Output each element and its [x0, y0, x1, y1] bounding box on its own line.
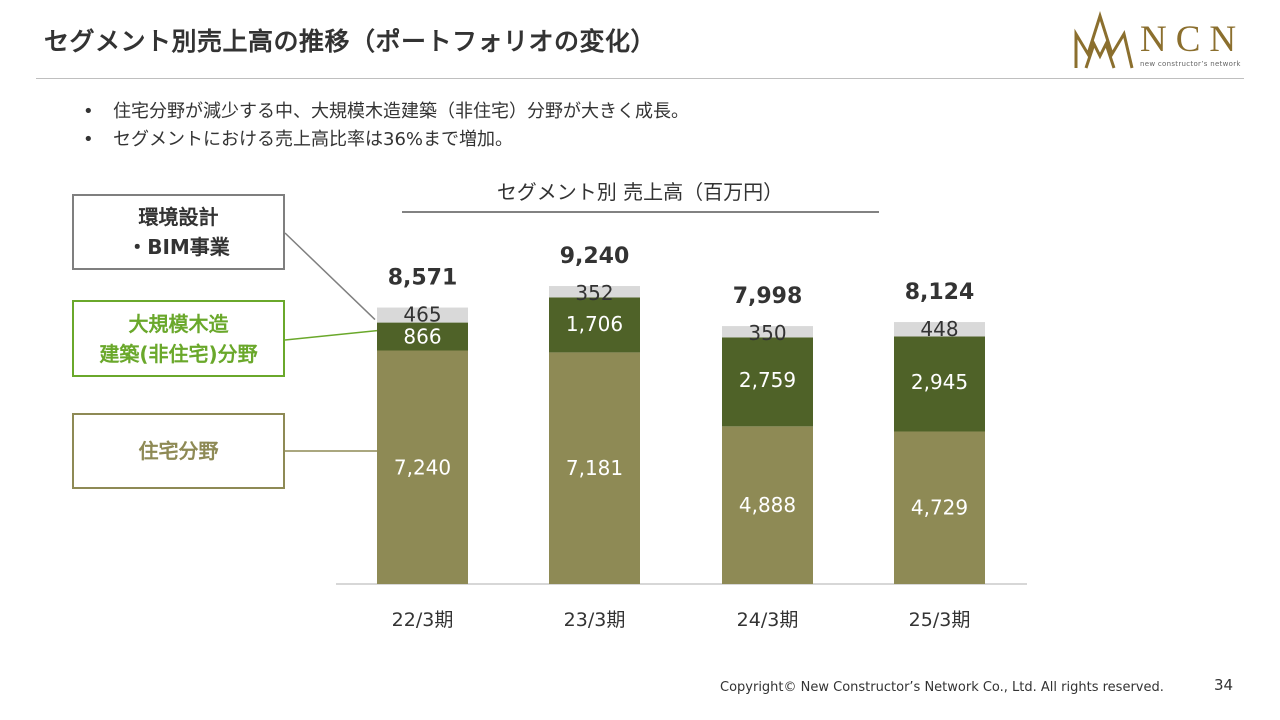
legend-box-wood: 大規模木造 建築(非住宅)分野	[72, 300, 285, 377]
x-tick-label: 25/3期	[909, 609, 971, 631]
bar-segment-residential	[377, 350, 468, 584]
bar-segment-residential	[894, 431, 985, 584]
company-logo: NCN new constructor’s network	[1072, 10, 1250, 72]
bar-segment-bim	[549, 286, 640, 298]
connector-bim	[284, 232, 376, 321]
bar-segment-wood	[549, 297, 640, 353]
data-label-bim: 448	[920, 317, 958, 341]
chart-title: セグメント別 売上高（百万円）	[497, 180, 783, 204]
copyright-footer: Copyright© New Constructor’s Network Co.…	[720, 680, 1164, 695]
legend-box-bim: 環境設計 ・BIM事業	[72, 194, 285, 270]
title-divider	[36, 78, 1244, 79]
data-label-bim: 350	[748, 321, 786, 345]
bar-segment-bim	[722, 326, 813, 338]
x-tick-label: 22/3期	[392, 609, 454, 631]
legend-label-bim: 環境設計 ・BIM事業	[127, 205, 230, 259]
x-tick-label: 23/3期	[564, 609, 626, 631]
data-label-residential: 4,729	[911, 496, 968, 520]
bar-segment-bim	[894, 322, 985, 337]
bar-segment-residential	[549, 352, 640, 584]
connector-wood	[284, 329, 378, 341]
data-label-bim: 352	[575, 281, 613, 305]
data-label-residential: 7,181	[566, 456, 623, 480]
data-label-wood: 866	[403, 325, 441, 349]
data-label-wood: 2,945	[911, 370, 968, 394]
data-label-wood: 1,706	[566, 312, 623, 336]
logo-subtext: new constructor’s network	[1140, 60, 1241, 68]
total-label: 9,240	[560, 244, 630, 269]
logo-mark-icon	[1074, 11, 1134, 69]
legend-box-residential: 住宅分野	[72, 413, 285, 489]
bar-segment-wood	[722, 337, 813, 427]
x-tick-label: 24/3期	[737, 609, 799, 631]
total-label: 7,998	[733, 284, 803, 309]
bar-segment-residential	[722, 426, 813, 584]
page-title: セグメント別売上高の推移（ポートフォリオの変化）	[44, 27, 657, 56]
bar-segment-wood	[377, 322, 468, 351]
bullet-item: セグメントにおける売上高比率は36%まで増加。	[80, 126, 689, 154]
bar-segment-wood	[894, 336, 985, 432]
summary-bullets: 住宅分野が減少する中、大規模木造建築（非住宅）分野が大きく成長。 セグメントにお…	[80, 98, 689, 154]
data-label-wood: 2,759	[739, 368, 796, 392]
bar-segment-bim	[377, 307, 468, 323]
page-number: 34	[1214, 676, 1234, 694]
total-label: 8,571	[388, 266, 458, 291]
data-label-residential: 7,240	[394, 455, 451, 479]
bullet-item: 住宅分野が減少する中、大規模木造建築（非住宅）分野が大きく成長。	[80, 98, 689, 126]
legend-label-residential: 住宅分野	[138, 439, 219, 463]
total-label: 8,124	[905, 280, 975, 305]
data-label-residential: 4,888	[739, 493, 796, 517]
data-label-bim: 465	[403, 303, 441, 327]
logo-text: NCN	[1140, 19, 1246, 60]
legend-label-wood: 大規模木造 建築(非住宅)分野	[99, 311, 258, 366]
